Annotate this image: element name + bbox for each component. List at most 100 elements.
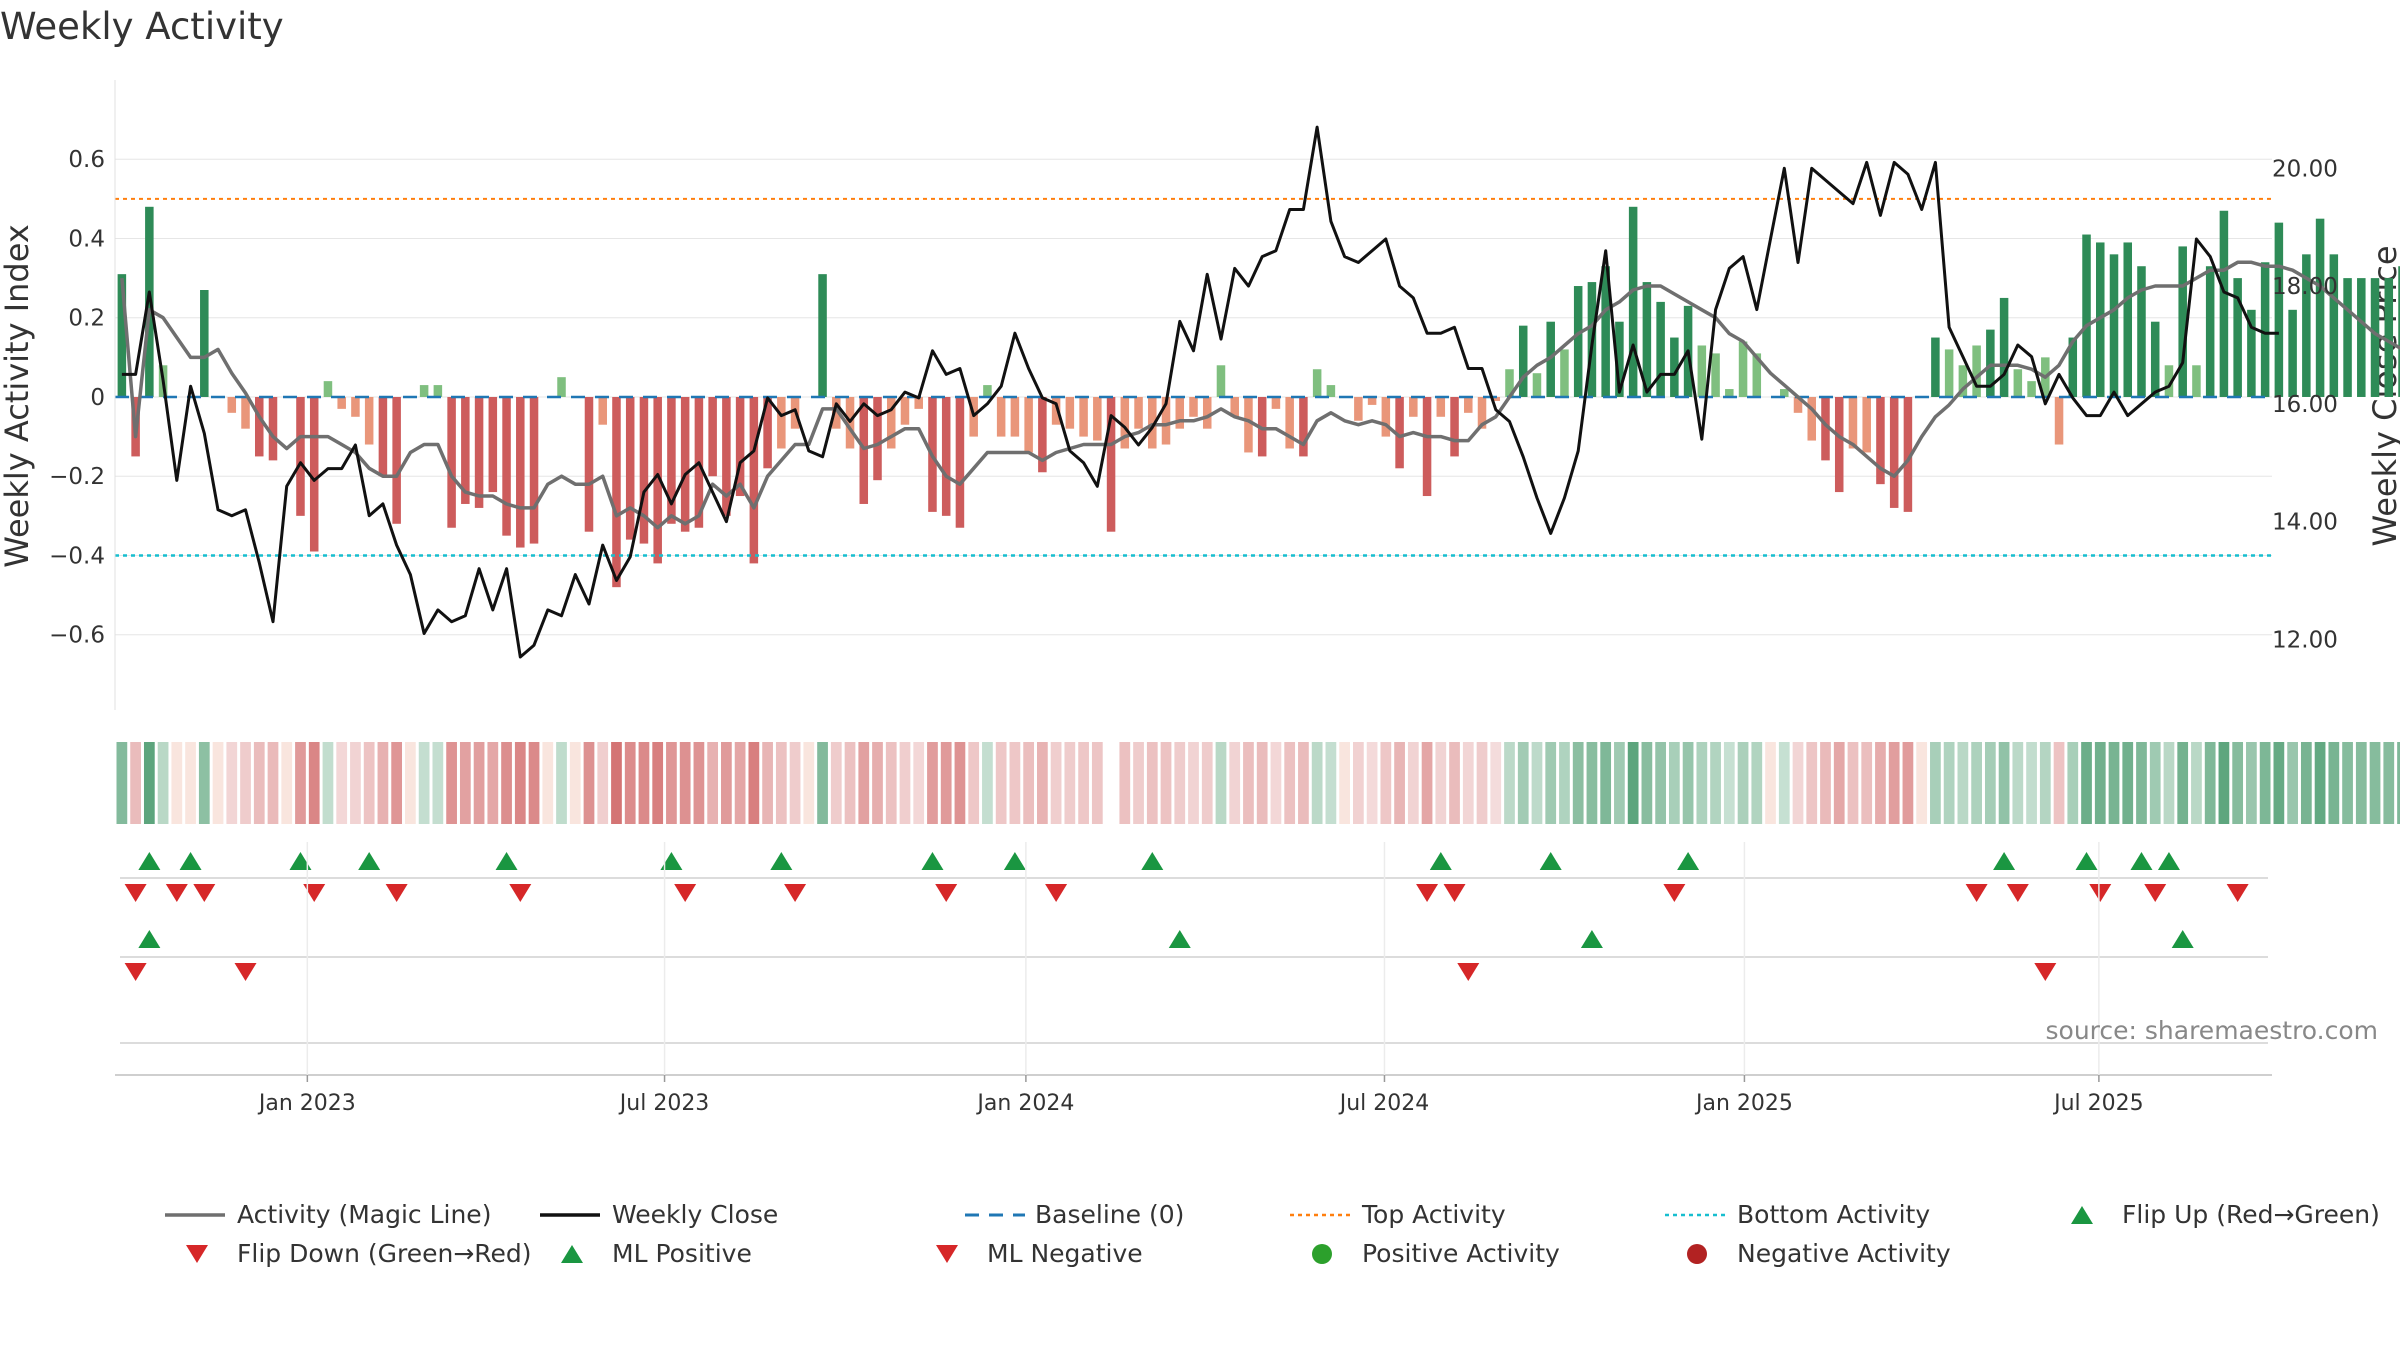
activity-bar <box>1299 396 1308 457</box>
ml-negative-marker <box>2034 963 2057 981</box>
heat-cell <box>1256 742 1268 824</box>
heat-cell <box>501 742 512 824</box>
activity-bar <box>2398 266 2400 397</box>
heat-cell <box>1201 742 1213 824</box>
y-ticks: 0.6 0.4 0.2 0 −0.2 −0.4 −0.6 <box>49 80 116 710</box>
heat-cell <box>226 742 238 824</box>
activity-bar <box>1848 396 1858 449</box>
heat-cell <box>1545 742 1557 824</box>
heat-cell <box>1682 742 1694 824</box>
legend-item: Top Activity <box>1290 1200 1506 1229</box>
activity-bar <box>1065 396 1075 429</box>
activity-bar <box>777 396 786 449</box>
ml-negative-marker <box>1457 963 1480 981</box>
activity-bar <box>2315 218 2325 397</box>
activity-bar <box>1010 396 1020 437</box>
heat-cell <box>2383 742 2395 824</box>
heat-cell <box>2300 742 2312 824</box>
heat-cell <box>954 742 966 824</box>
heat-cell <box>2012 742 2024 824</box>
heat-cell <box>1009 742 1021 824</box>
y2-tick-label: 16.00 <box>2272 392 2338 418</box>
activity-bar <box>2109 254 2119 397</box>
activity-bar <box>1518 325 1528 397</box>
activity-bar <box>1093 396 1102 441</box>
flip-down-marker <box>303 884 326 902</box>
x-tick-label: Jan 2023 <box>257 1091 356 1116</box>
heat-cell <box>2369 742 2381 824</box>
activity-bar <box>1189 396 1198 417</box>
heat-cell <box>611 742 622 824</box>
activity-bar <box>2068 337 2078 397</box>
heat-cell <box>2328 742 2340 824</box>
heat-cell <box>734 742 746 824</box>
y-tick-label: −0.2 <box>49 464 105 490</box>
heat-cell <box>968 742 980 824</box>
y2-ticks: 20.00 18.00 16.00 14.00 12.00 <box>2272 156 2338 653</box>
heat-cell <box>1476 742 1488 824</box>
heat-cell <box>1311 742 1323 824</box>
activity-bar <box>557 377 566 397</box>
flip-down-marker <box>1663 884 1686 902</box>
heat-cell <box>1380 742 1392 824</box>
activity-bar <box>2384 278 2394 397</box>
flip-down-marker <box>2006 884 2029 902</box>
activity-bar <box>1175 396 1185 429</box>
flip-up-marker <box>1429 852 1452 870</box>
heat-cell <box>2397 742 2400 824</box>
heat-cell <box>666 742 677 824</box>
activity-bar <box>1876 396 1885 485</box>
y2-tick-label: 18.00 <box>2272 274 2338 300</box>
heat-cell <box>2232 742 2244 824</box>
heat-cell <box>2067 742 2079 824</box>
heat-cell <box>1847 742 1859 824</box>
activity-bar <box>1216 365 1226 397</box>
heat-cell <box>2163 742 2175 824</box>
activity-bar <box>2247 309 2256 397</box>
activity-bar <box>1573 286 1583 397</box>
activity-bar <box>955 396 965 528</box>
activity-bar <box>1230 396 1239 417</box>
x-tick-label: Jul 2025 <box>2052 1091 2144 1116</box>
source-note: source: sharemaestro.com <box>2046 1016 2379 1045</box>
heat-cell <box>1861 742 1873 824</box>
legend-item: ML Positive <box>561 1239 752 1268</box>
activity-bar <box>392 396 401 524</box>
heat-cell <box>1984 742 1996 824</box>
heat-cell <box>1778 742 1790 824</box>
heat-cell <box>2149 742 2161 824</box>
y2-tick-label: 20.00 <box>2272 156 2338 182</box>
heat-cell <box>1421 742 1433 824</box>
activity-bar <box>1972 345 1981 397</box>
legend-item: Flip Down (Green→Red) <box>186 1239 532 1268</box>
heat-cell <box>1916 742 1928 824</box>
heat-cell <box>267 742 279 824</box>
activity-bar <box>2178 246 2187 397</box>
heat-cell <box>2053 742 2065 824</box>
activity-bar <box>1738 341 1748 397</box>
heat-cell <box>789 742 801 824</box>
legend-item: ML Negative <box>936 1239 1143 1268</box>
heat-cell <box>418 742 430 824</box>
heat-cell <box>2136 742 2147 824</box>
heat-cell <box>143 742 155 824</box>
heat-cell <box>1902 742 1914 824</box>
activity-bar <box>2219 210 2229 397</box>
flip-up-marker <box>1677 852 1700 870</box>
activity-bar <box>1780 389 1789 397</box>
legend-label: Positive Activity <box>1362 1239 1560 1268</box>
flip-up-marker <box>2075 852 2098 870</box>
heat-cell <box>652 742 664 824</box>
activity-bar <box>941 396 951 516</box>
heat-cell <box>2094 742 2106 824</box>
activity-bar <box>2082 234 2091 397</box>
heat-cell <box>322 742 334 824</box>
legend-label: Flip Down (Green→Red) <box>237 1239 532 1268</box>
activity-bar <box>1834 396 1844 493</box>
heat-cell <box>1641 742 1653 824</box>
heat-cell <box>1600 742 1612 824</box>
activity-bar <box>1312 369 1322 397</box>
flip-down-marker <box>124 884 147 902</box>
activity-bar <box>832 396 841 429</box>
heat-cell <box>1833 742 1845 824</box>
